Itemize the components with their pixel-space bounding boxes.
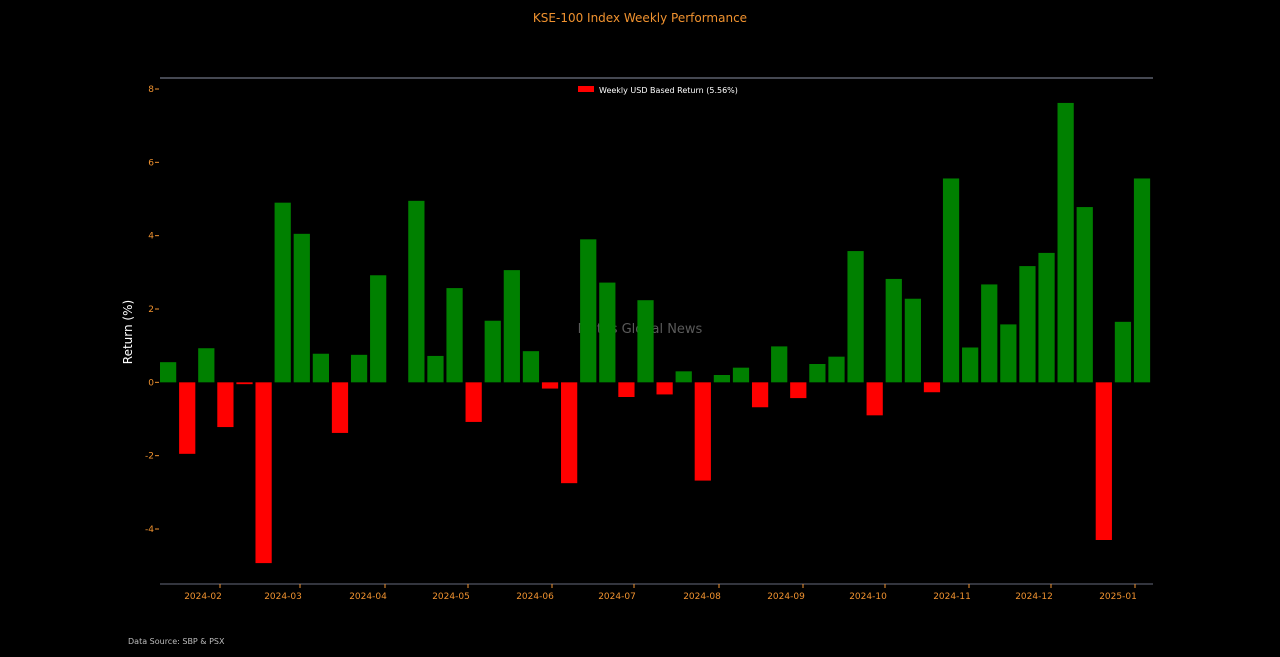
bar-week-20 (522, 351, 540, 383)
bar-week-24 (599, 282, 616, 383)
bar-week-7 (274, 202, 291, 383)
bar-week-38 (866, 382, 883, 416)
bar-week-45 (1000, 324, 1017, 383)
y-tick-label: 8 (148, 85, 154, 95)
bar-week-9 (312, 353, 329, 383)
bar-week-17 (465, 382, 482, 422)
bar-week-22 (561, 382, 578, 484)
bar-week-44 (981, 284, 998, 383)
bar-week-29 (694, 382, 711, 481)
x-tick-label: 2024-11 (933, 592, 971, 602)
x-tick-label: 2024-02 (184, 592, 222, 602)
bar-week-21 (541, 382, 559, 389)
bar-week-23 (580, 239, 597, 383)
bar-week-50 (1095, 382, 1112, 540)
legend-swatch (578, 86, 594, 92)
bar-week-35 (809, 364, 826, 383)
bar-week-3 (198, 348, 215, 383)
bar-week-8 (293, 233, 310, 383)
bar-week-51 (1114, 321, 1132, 383)
x-tick-label: 2024-08 (683, 592, 721, 602)
bar-week-27 (656, 382, 673, 395)
x-tick-label: 2024-12 (1015, 592, 1053, 602)
y-tick-label: -2 (145, 452, 154, 462)
bar-week-2 (179, 382, 196, 454)
x-tick-label: 2024-05 (432, 592, 470, 602)
bar-week-12 (370, 275, 387, 383)
y-tick-label: 2 (148, 305, 154, 315)
bar-week-33 (771, 346, 788, 383)
bar-week-49 (1076, 207, 1093, 383)
bar-week-14 (408, 200, 425, 383)
bar-week-36 (828, 356, 845, 383)
bar-week-11 (350, 354, 368, 383)
bar-week-34 (790, 382, 807, 399)
y-axis-label: Return (%) (121, 300, 135, 364)
bar-week-46 (1019, 266, 1036, 383)
bar-week-15 (427, 355, 444, 383)
bar-week-31 (732, 367, 750, 383)
bar-week-43 (962, 347, 979, 383)
bar-week-26 (637, 300, 654, 383)
bar-week-10 (331, 382, 349, 433)
x-tick-label: 2024-04 (349, 592, 387, 602)
bar-week-5 (236, 382, 253, 385)
bar-week-18 (484, 320, 501, 383)
bar-week-47 (1038, 252, 1055, 383)
x-tick-label: 2024-03 (264, 592, 302, 602)
bar-week-6 (255, 382, 272, 564)
x-tick-label: 2024-10 (849, 592, 887, 602)
bar-week-42 (942, 178, 960, 383)
x-tick-label: 2024-06 (516, 592, 554, 602)
bar-week-1 (160, 362, 177, 383)
x-tick-label: 2024-09 (767, 592, 805, 602)
y-tick-label: -4 (145, 525, 154, 535)
bar-week-48 (1057, 102, 1074, 383)
bar-week-16 (446, 288, 463, 383)
data-source-note: Data Source: SBP & PSX (128, 637, 225, 646)
bar-week-30 (713, 375, 731, 383)
bar-week-39 (885, 278, 902, 383)
bar-week-19 (503, 270, 520, 383)
bar-week-28 (675, 371, 692, 383)
bar-week-25 (618, 382, 635, 397)
x-tick-label: 2024-07 (598, 592, 636, 602)
y-tick-label: 0 (148, 378, 154, 388)
bar-week-4 (217, 382, 234, 428)
chart-title: KSE-100 Index Weekly Performance (532, 11, 748, 25)
bar-week-52 (1133, 178, 1151, 383)
y-tick-label: 6 (148, 158, 154, 168)
bar-week-40 (904, 298, 921, 383)
x-tick-label: 2025-01 (1099, 592, 1137, 602)
bar-week-32 (751, 382, 769, 408)
y-tick-label: 4 (148, 232, 154, 242)
bar-week-41 (923, 382, 941, 393)
bar-week-37 (847, 251, 864, 383)
legend-label: Weekly USD Based Return (5.56%) (599, 86, 738, 95)
